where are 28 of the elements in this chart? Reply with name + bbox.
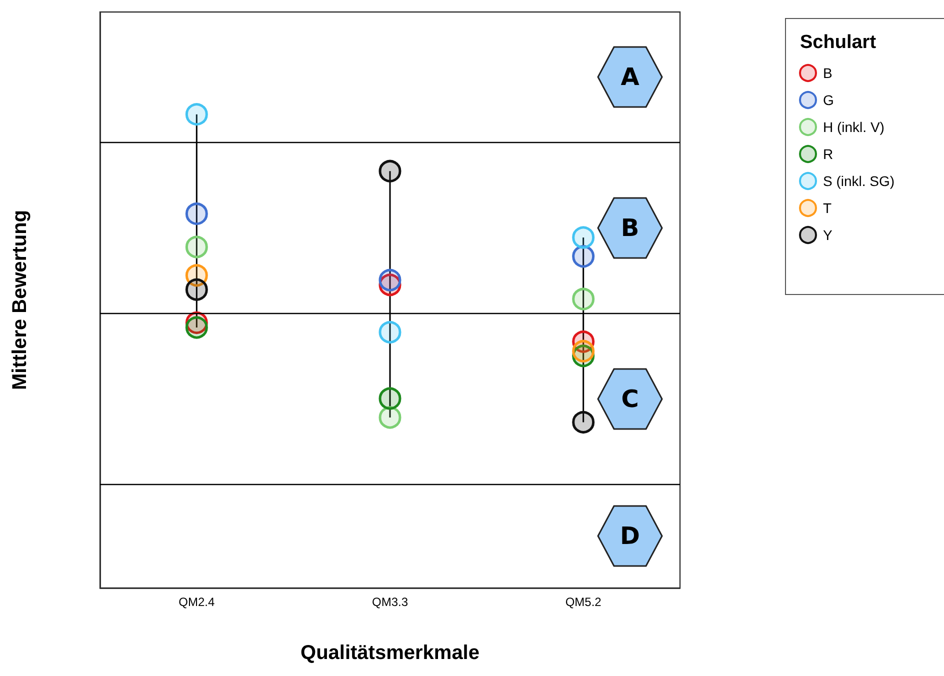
y-axis-title: Mittlere Bewertung (9, 210, 31, 390)
point (572, 410, 595, 434)
point (572, 340, 595, 362)
legend-label: S (inkl. SG) (823, 173, 895, 189)
x-tick-label: QM5.2 (565, 595, 602, 609)
legend-label: T (823, 200, 832, 216)
x-tick-label: QM2.4 (178, 595, 215, 609)
point (572, 226, 595, 249)
point (185, 278, 208, 301)
point (378, 387, 402, 410)
point (572, 245, 595, 268)
legend-label: G (823, 92, 834, 108)
point (185, 103, 208, 126)
point (378, 320, 402, 344)
point (378, 268, 402, 292)
point (378, 406, 402, 429)
point (185, 316, 208, 339)
legend-label: B (823, 65, 832, 81)
x-tick-label: QM3.3 (372, 595, 408, 609)
point (185, 202, 208, 226)
legend-title: Schulart (800, 32, 877, 53)
point (572, 288, 595, 310)
point (378, 160, 402, 182)
legend-label: H (inkl. V) (823, 119, 884, 135)
x-axis-title: Qualitätsmerkmale (300, 642, 480, 664)
legend-label: R (823, 146, 834, 162)
point (185, 236, 208, 258)
legend-label: Y (823, 227, 833, 243)
